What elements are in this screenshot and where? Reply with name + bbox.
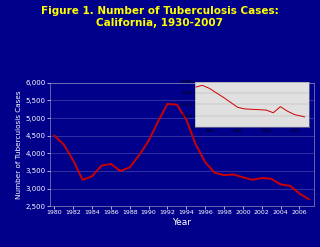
Y-axis label: Number of Tuberculosis Cases: Number of Tuberculosis Cases: [16, 90, 22, 199]
X-axis label: Year: Year: [172, 218, 191, 227]
Text: Figure 1. Number of Tuberculosis Cases:
California, 1930-2007: Figure 1. Number of Tuberculosis Cases: …: [41, 6, 279, 28]
